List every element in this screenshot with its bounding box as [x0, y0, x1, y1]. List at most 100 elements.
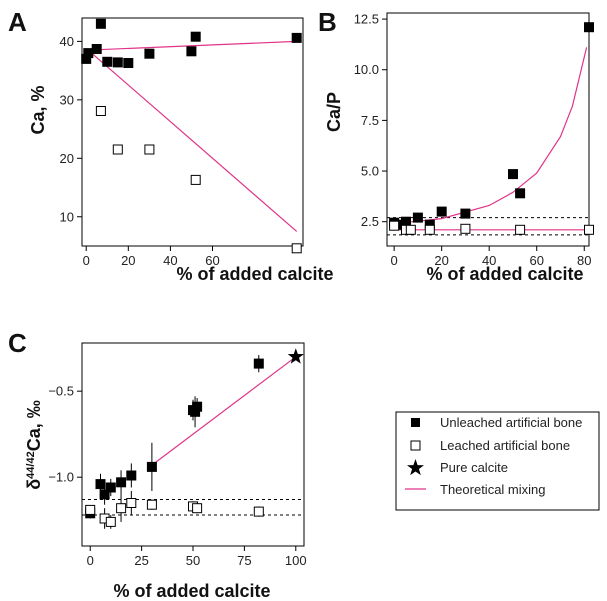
panel-a-point-unleached — [123, 58, 134, 68]
panel-b-mixing-line — [394, 47, 588, 225]
panel-a-x-tick-label: 0 — [83, 253, 90, 268]
panel-c-y-label-superscript: 44/42 — [25, 451, 37, 479]
panel-b-point-unleached — [515, 188, 526, 199]
panel-b-y-tick-label: 2.5 — [361, 214, 379, 229]
panel-a-x-tick-label: 20 — [121, 253, 135, 268]
panel-c-x-tick-label: 100 — [285, 553, 307, 568]
panel-b-y-tick-label: 5.0 — [361, 164, 379, 179]
panel-b-x-tick-label: 60 — [529, 253, 543, 268]
panel-c-point-leached — [85, 504, 96, 515]
legend-label-calcite: Pure calcite — [440, 460, 508, 475]
panel-c-y-tick-label: −1.0 — [48, 470, 74, 485]
legend-label-unleached: Unleached artificial bone — [440, 415, 582, 430]
panel-a-plot-frame — [81, 17, 304, 247]
panel-a-mixing-line — [86, 40, 297, 51]
panel-c-x-tick-label: 25 — [134, 553, 148, 568]
panel-c-point-unleached — [253, 358, 264, 369]
panel-a-y-tick-label: 30 — [60, 92, 74, 107]
panel-b-x-tick-label: 20 — [434, 253, 448, 268]
panel-b: B 0 20 40 60 80 2.5 5.0 7.5 10.0 12.5 % of added … — [318, 7, 594, 284]
panel-b-point-leached — [405, 224, 416, 235]
panel-b-x-tick-label: 80 — [577, 253, 591, 268]
panel-a-x-tick-label: 40 — [163, 253, 177, 268]
panel-c-y-label-delta: δ — [24, 479, 44, 490]
legend-item-calcite: Pure calcite — [407, 459, 508, 476]
panel-b-x-tick-label: 0 — [391, 253, 398, 268]
panel-a-y-tick-label: 20 — [60, 151, 74, 166]
legend-star-icon — [407, 459, 424, 476]
panel-a-point-unleached — [112, 57, 123, 68]
panel-a-y-tick-label: 10 — [60, 209, 74, 224]
legend-label-leached: Leached artificial bone — [440, 438, 570, 453]
panel-b-plot-frame — [386, 12, 590, 247]
panel-a-marks — [81, 18, 302, 254]
panel-c-marks — [82, 348, 304, 529]
panel-c-x-tick-label: 0 — [87, 553, 94, 568]
panel-a-point-unleached — [186, 46, 197, 57]
panel-c-point-unleached — [99, 489, 110, 500]
panel-c-plot-frame — [81, 342, 305, 547]
panel-c-point-calcite — [287, 348, 304, 364]
panel-c-axes: 0 25 50 75 100 −1.0 −0.5 — [48, 342, 307, 568]
panel-a: A 0 20 40 60 10 20 30 40 % of added calcite Ca,… — [8, 7, 334, 284]
panel-a-point-unleached — [291, 32, 302, 43]
panel-c-x-tick-label: 50 — [186, 553, 200, 568]
legend-item-unleached: Unleached artificial bone — [411, 415, 582, 430]
panel-c-x-label: % of added calcite — [113, 581, 270, 601]
panel-c-point-unleached — [146, 461, 157, 472]
panel-c-x-tick-label: 75 — [237, 553, 251, 568]
panel-b-y-tick-label: 10.0 — [354, 62, 379, 77]
panel-b-point-unleached — [584, 22, 594, 33]
panel-a-point-leached — [144, 144, 155, 155]
panel-c-point-leached — [146, 499, 157, 510]
panel-c-point-leached — [105, 516, 116, 527]
panel-a-mixing-line — [85, 47, 298, 232]
legend: Unleached artificial bone Leached artifi… — [395, 411, 600, 511]
panel-c-point-leached — [192, 503, 203, 514]
legend-filled-square-icon — [411, 418, 420, 427]
panel-a-y-label: Ca, % — [28, 85, 48, 134]
panel-b-x-label: % of added calcite — [426, 264, 583, 284]
panel-b-point-unleached — [436, 206, 447, 217]
panel-b-x-tick-label: 40 — [482, 253, 496, 268]
panel-c-y-label: δ44/42Ca, ‰ — [24, 400, 44, 489]
panel-b-point-unleached — [460, 208, 471, 219]
panel-a-x-tick-label: 60 — [205, 253, 219, 268]
panel-b-axes: 0 20 40 60 80 2.5 5.0 7.5 10.0 12.5 — [354, 12, 592, 268]
panel-b-y-tick-label: 12.5 — [354, 12, 379, 27]
panel-b-point-leached — [460, 223, 471, 234]
legend-box — [395, 411, 600, 511]
panel-a-point-unleached — [144, 48, 155, 59]
legend-item-mixing: Theoretical mixing — [405, 482, 546, 497]
panel-c-point-unleached — [116, 477, 127, 488]
panel-c-y-label-rest: Ca, ‰ — [24, 400, 44, 451]
panel-letter-c: C — [8, 328, 27, 358]
panel-c-point-leached — [116, 503, 127, 514]
panel-c-point-unleached — [95, 479, 106, 490]
panel-b-point-leached — [584, 224, 594, 235]
panel-c-y-tick-label: −0.5 — [48, 384, 74, 399]
panel-c-point-unleached — [105, 482, 116, 493]
panel-a-point-leached — [95, 106, 106, 116]
panel-c-point-unleached — [126, 470, 137, 481]
panel-c: C 0 25 50 75 100−1.0−0.5 % of added calcite … — [8, 328, 307, 601]
panel-c-point-leached — [126, 498, 137, 508]
panel-a-point-unleached — [91, 44, 102, 54]
panel-letter-a: A — [8, 7, 27, 37]
panel-a-axes: 0 20 40 60 10 20 30 40 — [60, 17, 304, 268]
panel-c-mixing-line — [151, 356, 297, 466]
panel-a-x-label: % of added calcite — [176, 264, 333, 284]
panel-b-point-leached — [424, 224, 435, 235]
legend-label-mixing: Theoretical mixing — [440, 482, 546, 497]
panel-b-y-tick-label: 7.5 — [361, 113, 379, 128]
panel-a-point-unleached — [190, 31, 201, 42]
panel-a-point-unleached — [102, 56, 113, 67]
panel-b-point-leached — [515, 224, 526, 235]
panel-a-y-tick-label: 40 — [60, 34, 74, 49]
panel-b-point-unleached — [412, 212, 423, 223]
panel-letter-b: B — [318, 7, 337, 37]
panel-a-point-leached — [190, 174, 201, 185]
panel-a-point-leached — [291, 243, 302, 254]
panel-b-point-leached — [389, 220, 400, 231]
